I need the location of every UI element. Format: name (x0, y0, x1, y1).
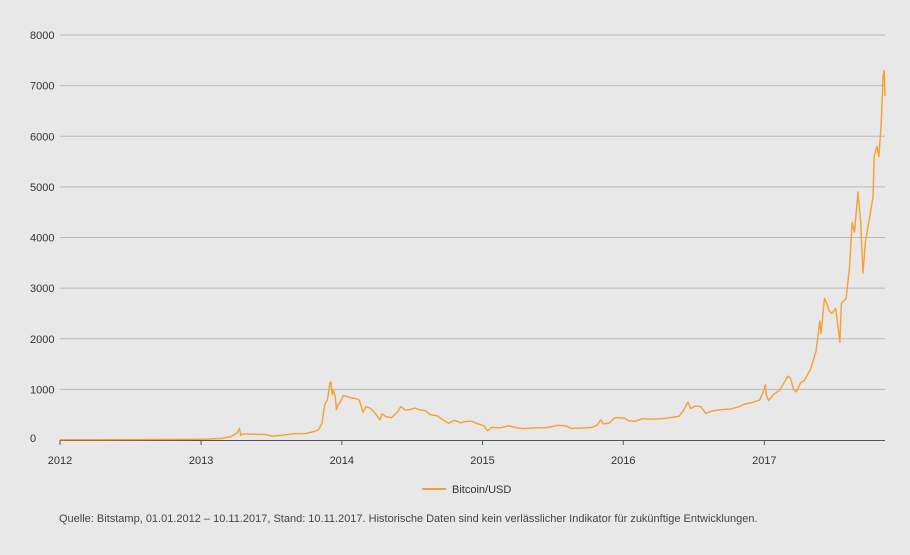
y-tick-label: 1000 (30, 384, 54, 396)
legend-label: Bitcoin/USD (452, 484, 511, 496)
x-tick-label: 2012 (48, 455, 72, 467)
x-tick-label: 2013 (189, 455, 213, 467)
x-tick-label: 2016 (611, 455, 635, 467)
y-tick-label: 0 (30, 433, 36, 445)
source-note: Quelle: Bitstamp, 01.01.2012 – 10.11.201… (59, 513, 758, 525)
y-tick-label: 2000 (30, 334, 54, 346)
y-tick-label: 3000 (30, 283, 54, 295)
x-tick-label: 2014 (330, 455, 354, 467)
y-tick-label: 5000 (30, 182, 54, 194)
y-tick-label: 4000 (30, 233, 54, 245)
y-tick-label: 7000 (30, 81, 54, 93)
x-tick-label: 2015 (470, 455, 494, 467)
y-tick-label: 6000 (30, 131, 54, 143)
series-line-bitcoin-usd (60, 69, 886, 441)
y-tick-label: 8000 (30, 30, 54, 42)
x-tick-label: 2017 (752, 455, 776, 467)
